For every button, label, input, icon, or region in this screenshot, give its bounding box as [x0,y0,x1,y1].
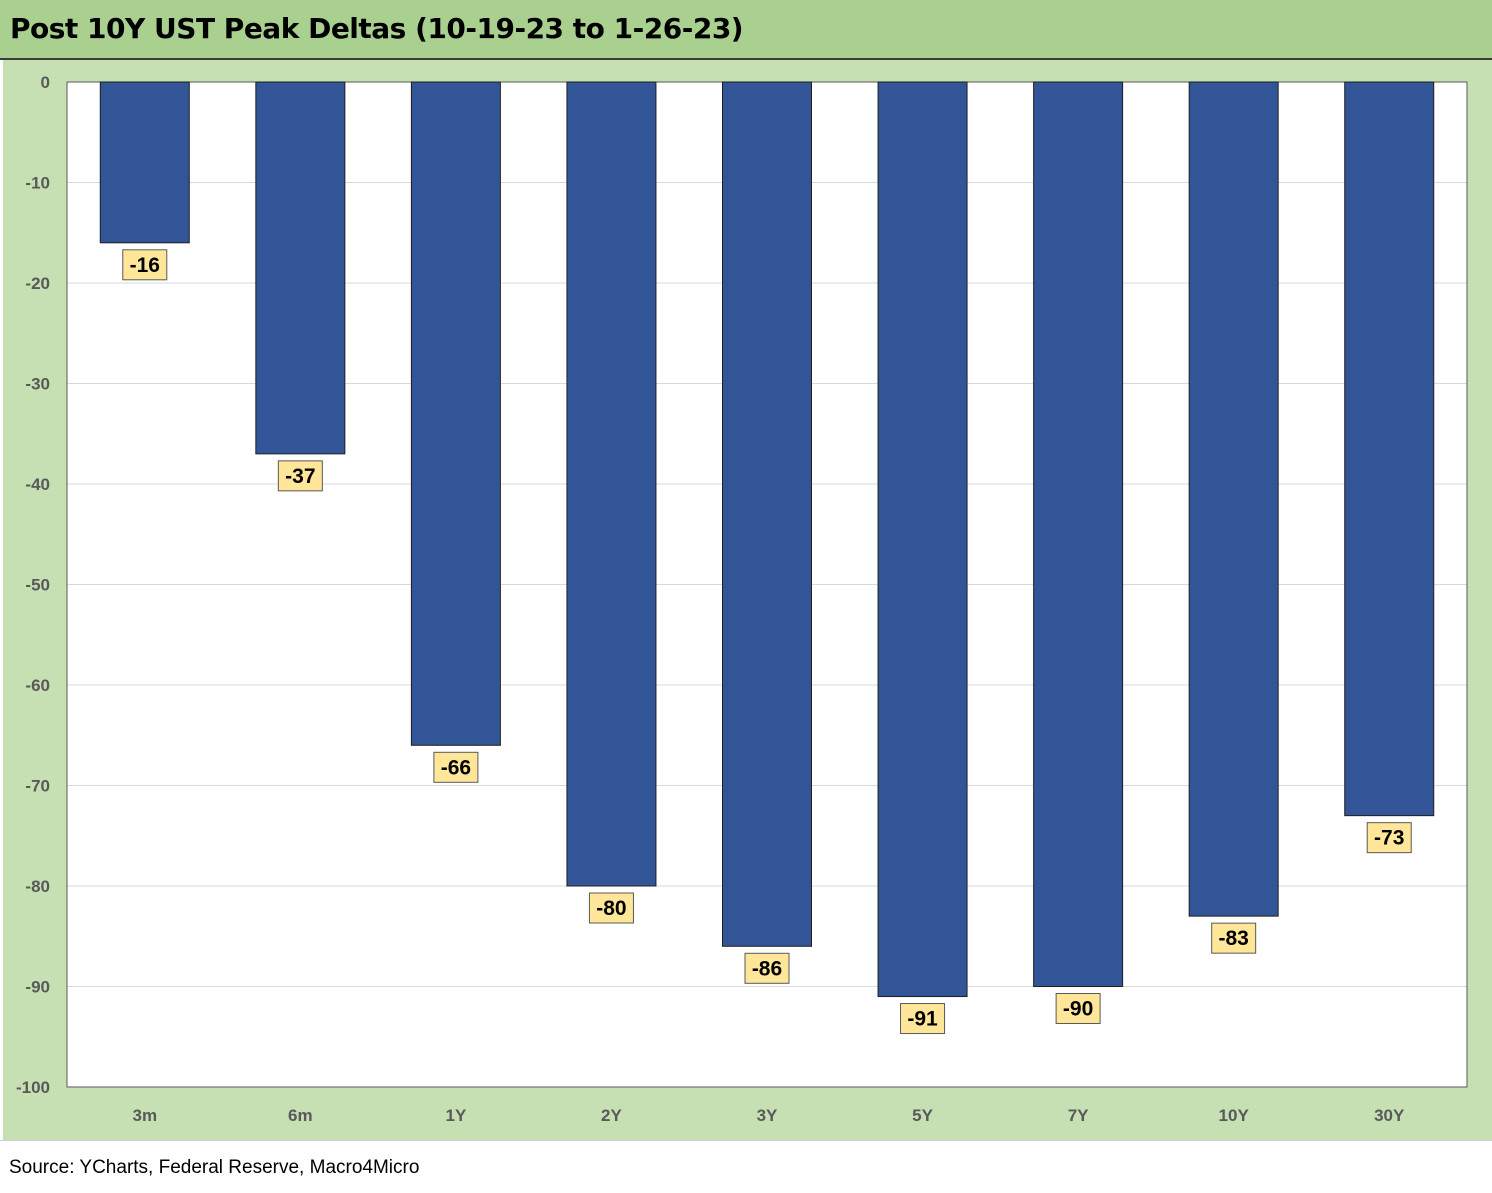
y-tick-label: -80 [25,877,50,896]
x-tick-label: 10Y [1219,1106,1250,1125]
data-label: -16 [130,254,160,277]
x-tick-label: 6m [288,1106,313,1125]
bar-3m [99,81,190,244]
y-tick-label: -60 [25,676,50,695]
bar-30Y [1344,81,1435,817]
data-label: -73 [1374,827,1404,850]
x-tick-label: 30Y [1374,1106,1405,1125]
data-label-box [1055,993,1101,1024]
data-label: -80 [596,897,626,920]
x-tick-label: 1Y [445,1106,466,1125]
y-tick-label: -100 [16,1078,50,1097]
data-label: -83 [1218,927,1248,950]
data-label-box [433,751,479,783]
data-label: -91 [907,1008,938,1031]
y-tick-label: -10 [25,174,50,193]
data-label-box [1366,822,1412,854]
data-label-box [122,249,168,281]
x-tick-label: 2Y [601,1106,622,1125]
footer: Source: YCharts, Federal Reserve, Macro4… [0,1140,1492,1193]
bar-3Y [722,81,812,947]
bar-5Y [877,81,968,998]
x-tick-label: 3m [132,1106,157,1125]
y-tick-label: -40 [25,475,50,494]
data-label: -90 [1063,998,1093,1021]
data-label: -66 [441,756,471,779]
x-tick-label: 7Y [1068,1106,1089,1125]
y-tick-label: -90 [25,978,50,997]
data-label-box [1211,922,1257,954]
bar-7Y [1033,81,1124,987]
y-tick-label: -70 [25,777,50,796]
y-tick-label: -50 [25,576,50,595]
bar-6m [255,81,346,455]
data-label-box [277,460,323,492]
data-label: -37 [285,465,315,488]
x-tick-label: 3Y [757,1106,778,1125]
data-label: -86 [752,957,782,980]
y-tick-label: -20 [25,274,50,293]
bar-2Y [566,81,657,887]
data-label-box [900,1003,946,1035]
data-label-box [588,892,634,924]
chart-title: Post 10Y UST Peak Deltas (10-19-23 to 1-… [10,12,744,45]
y-tick-label: 0 [41,73,50,92]
bar-1Y [410,81,501,746]
bar-10Y [1188,81,1279,917]
y-tick-label: -30 [25,375,50,394]
title-bar: Post 10Y UST Peak Deltas (10-19-23 to 1-… [0,0,1492,60]
x-tick-label: 5Y [912,1106,933,1125]
source-note: Source: YCharts, Federal Reserve, Macro4… [9,1157,420,1178]
data-label-box [744,952,790,984]
